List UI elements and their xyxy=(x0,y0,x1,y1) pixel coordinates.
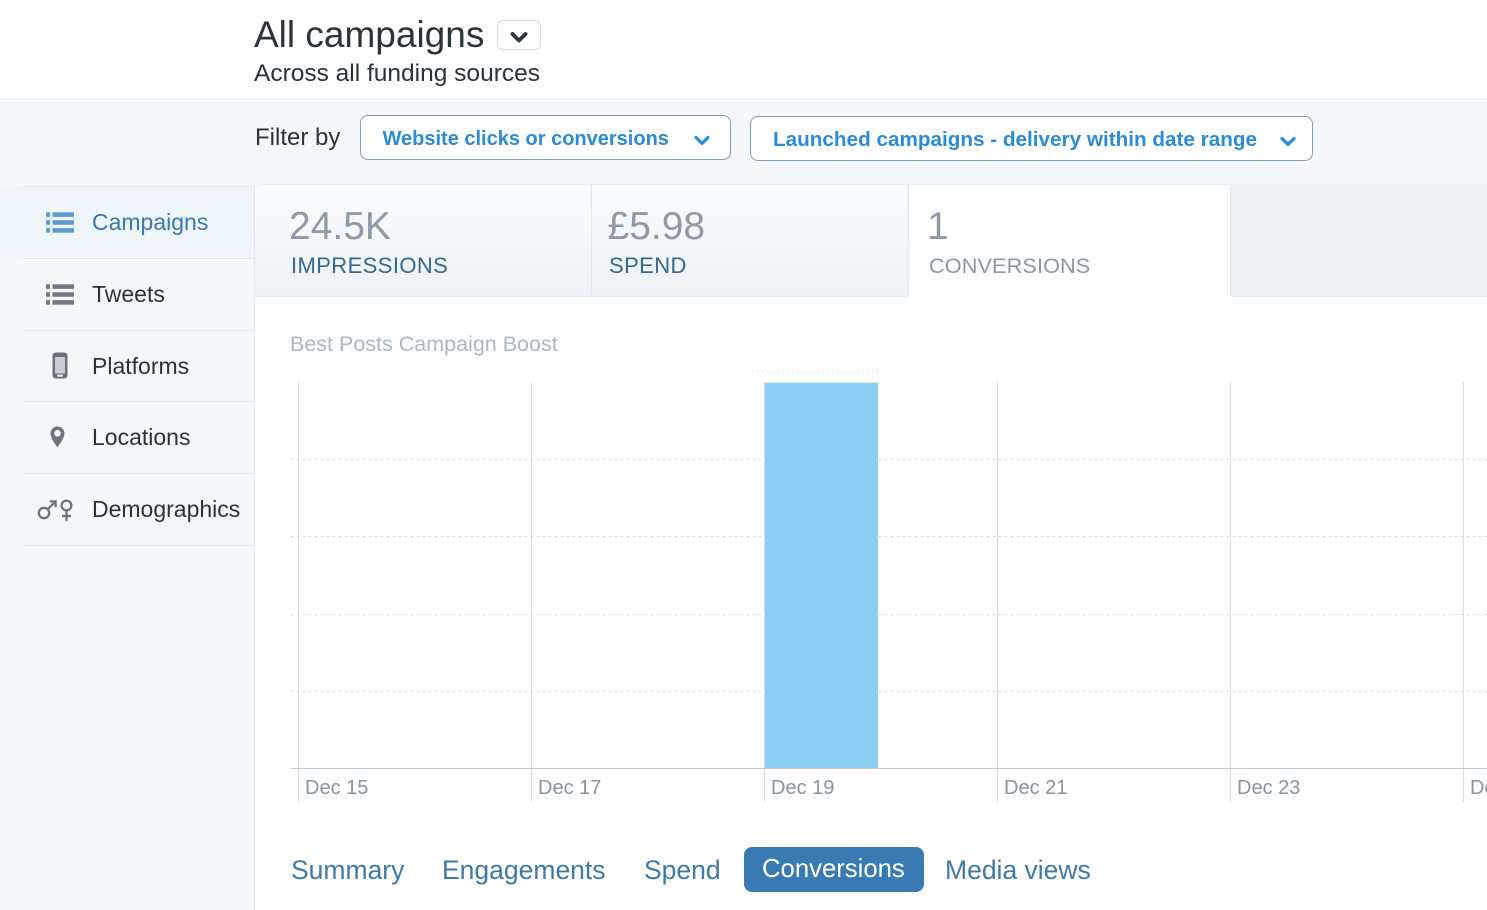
svg-text:Dec 25: Dec 25 xyxy=(1470,777,1487,799)
svg-text:Dec 23: Dec 23 xyxy=(1237,777,1300,799)
svg-text:Dec 15: Dec 15 xyxy=(305,777,368,799)
svg-text:Dec 17: Dec 17 xyxy=(538,777,601,799)
svg-text:Dec 21: Dec 21 xyxy=(1004,777,1067,799)
svg-text:Dec 19: Dec 19 xyxy=(771,777,834,799)
